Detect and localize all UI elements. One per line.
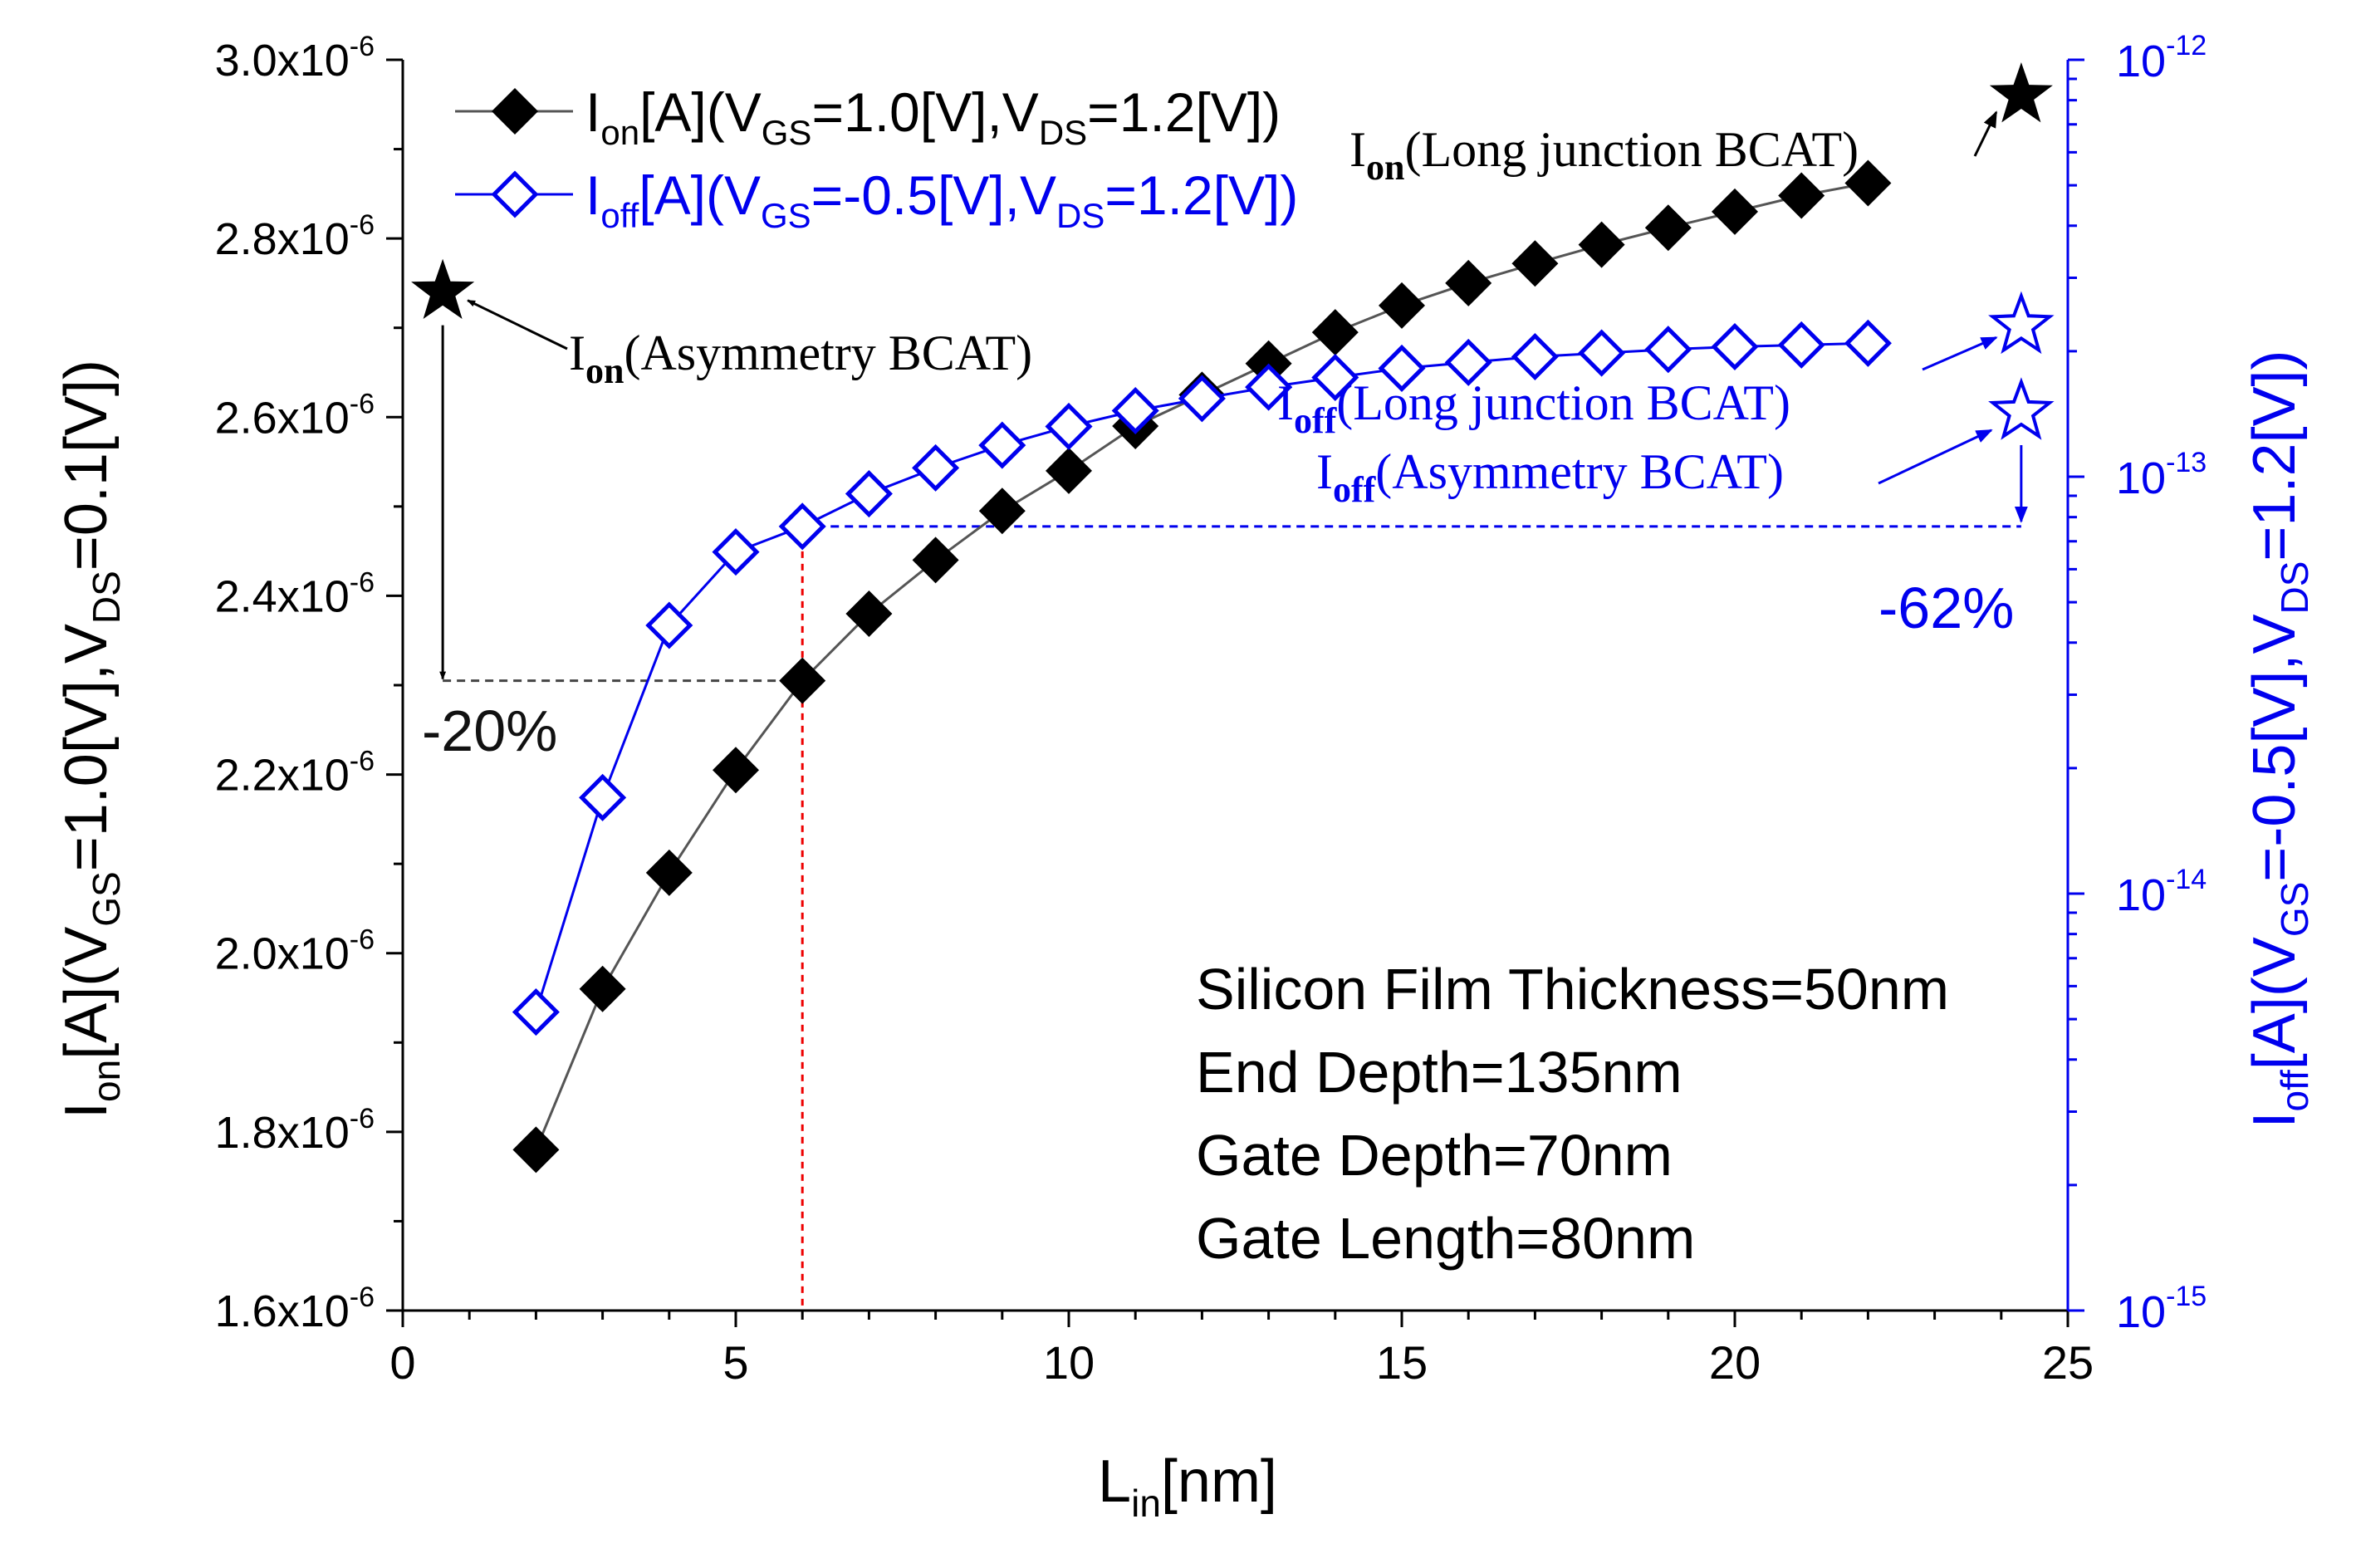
ioff-data-point: [1311, 353, 1359, 402]
ion-reference-star: [1989, 62, 2053, 123]
legend-label: Ioff[A](VGS=-0.5[V],VDS=1.2[V]): [585, 164, 1298, 235]
data-series: [411, 62, 2055, 1174]
ioff-data-point: [978, 421, 1026, 469]
x-tick-label: 25: [2042, 1336, 2094, 1389]
ioff-data-point: [1111, 386, 1159, 435]
legend-marker: [492, 88, 538, 135]
ion-reference-star: [411, 258, 475, 319]
svg-text:Ioff[A](VGS=-0.5[V],VDS=1.2[V]: Ioff[A](VGS=-0.5[V],VDS=1.2[V]): [2241, 350, 2316, 1128]
ioff-data-point: [579, 773, 627, 821]
ioff-data-point: [1844, 319, 1892, 367]
info-box: Silicon Film Thickness=50nm End Depth=13…: [1196, 957, 1949, 1271]
ion-data-point: [1046, 447, 1092, 494]
ion-data-point: [579, 965, 626, 1012]
legend-marker: [491, 170, 539, 218]
x-tick-label: 0: [389, 1336, 415, 1389]
callout-label: Ioff(Long junction BCAT): [1277, 375, 1790, 441]
ioff-data-point: [1444, 338, 1492, 386]
right-tick-label: 10-15: [2116, 1281, 2207, 1337]
x-axis-title-main: L: [1098, 1448, 1131, 1515]
ioff-data-point: [1178, 375, 1226, 423]
left-tick-label: 1.6x10-6: [215, 1281, 375, 1336]
ioff-reduction-label: -62%: [1878, 576, 2014, 640]
ion-data-point: [1511, 240, 1559, 287]
svg-text:Ion[A](VGS=1.0[V],VDS=0.1[V]): Ion[A](VGS=1.0[V],VDS=0.1[V]): [53, 360, 128, 1119]
left-tick-label: 2.2x10-6: [215, 746, 375, 801]
ioff-data-point: [1045, 402, 1093, 451]
ion-data-point: [1578, 221, 1625, 268]
left-tick-label: 1.8x10-6: [215, 1103, 375, 1158]
ioff-data-point: [512, 988, 560, 1036]
ion-data-point: [912, 537, 959, 584]
ion-data-point: [1311, 309, 1359, 356]
x-tick-label: 20: [1709, 1336, 1761, 1389]
callout-label: Ioff(Asymmetry BCAT): [1316, 444, 1784, 510]
ion-data-point: [1712, 188, 1758, 235]
ioff-data-point: [645, 601, 693, 649]
ion-data-point: [845, 590, 893, 637]
ion-data-point: [645, 849, 693, 896]
callout-label: Ion(Long junction BCAT): [1349, 122, 1859, 188]
x-axis-title: Lin[nm]: [1098, 1448, 1277, 1525]
ion-data-point: [1445, 259, 1492, 306]
ioff-data-point: [1777, 321, 1825, 369]
left-tick-label: 2.0x10-6: [215, 924, 375, 979]
info-line: Gate Length=80nm: [1196, 1206, 1695, 1271]
left-axis-title: Ion[A](VGS=1.0[V],VDS=0.1[V]): [53, 360, 128, 1119]
ioff-data-point: [845, 470, 893, 518]
legend-label: Ion[A](VGS=1.0[V],VDS=1.2[V]): [585, 81, 1281, 152]
right-tick-label: 10-12: [2116, 30, 2207, 86]
ion-data-point: [978, 488, 1026, 535]
right-tick-label: 10-13: [2116, 447, 2207, 503]
ioff-data-point: [778, 502, 826, 551]
x-tick-label: 5: [722, 1336, 748, 1389]
callout-arrow: [1922, 336, 1998, 371]
ioff-data-point: [1378, 344, 1426, 392]
info-line: Silicon Film Thickness=50nm: [1196, 957, 1949, 1022]
ion-data-point: [713, 747, 759, 794]
left-tick-label: 2.4x10-6: [215, 566, 375, 621]
ion-reduction-label: -20%: [422, 698, 557, 763]
axes: 0 5 10 15 20 25 1.6x10-6 1.8x10-6 2.0x10-6 2.2x10…: [215, 30, 2207, 1389]
callout-arrow: [1973, 110, 1998, 157]
ion-data-point: [1778, 172, 1825, 219]
left-tick-label: 2.8x10-6: [215, 209, 375, 264]
ioff-data-point: [1644, 326, 1692, 374]
callout-arrow: [1878, 429, 1993, 485]
ion-data-point: [1644, 204, 1692, 252]
left-tick-label: 2.6x10-6: [215, 388, 375, 443]
x-axis-title-sub: in: [1131, 1482, 1161, 1525]
legend: Ion[A](VGS=1.0[V],VDS=1.2[V]) Ioff[A](VGS…: [455, 81, 1298, 235]
ion-data-point: [1379, 282, 1425, 329]
left-tick-label: 3.0x10-6: [215, 31, 375, 86]
ioff-data-point: [1511, 332, 1559, 381]
right-tick-label: 10-14: [2116, 864, 2207, 920]
callout-arrow: [467, 299, 568, 350]
ion-data-point: [779, 657, 826, 704]
ion-data-point: [1844, 159, 1892, 207]
ioff-data-point: [1245, 363, 1293, 411]
ioff-reference-star: [1988, 377, 2055, 440]
x-axis-title-tail: [nm]: [1161, 1448, 1277, 1515]
right-axis-title: Ioff[A](VGS=-0.5[V],VDS=1.2[V]): [2241, 350, 2316, 1128]
ion-data-point: [512, 1126, 560, 1174]
callout-label: Ion(Asymmetry BCAT): [569, 326, 1032, 391]
info-line: Gate Depth=70nm: [1196, 1123, 1673, 1188]
ioff-data-point: [912, 443, 960, 492]
ioff-data-point: [1711, 322, 1759, 371]
svg-text:Lin[nm]: Lin[nm]: [1098, 1448, 1277, 1525]
ioff-data-point: [712, 528, 760, 576]
callouts: Ion(Asymmetry BCAT) Ion(Long junction BCA…: [467, 110, 1998, 510]
ioff-data-point: [1578, 329, 1626, 377]
x-tick-label: 15: [1376, 1336, 1428, 1389]
ioff-reference-star: [1988, 291, 2055, 355]
info-line: End Depth=135nm: [1196, 1040, 1683, 1105]
x-tick-label: 10: [1043, 1336, 1095, 1389]
